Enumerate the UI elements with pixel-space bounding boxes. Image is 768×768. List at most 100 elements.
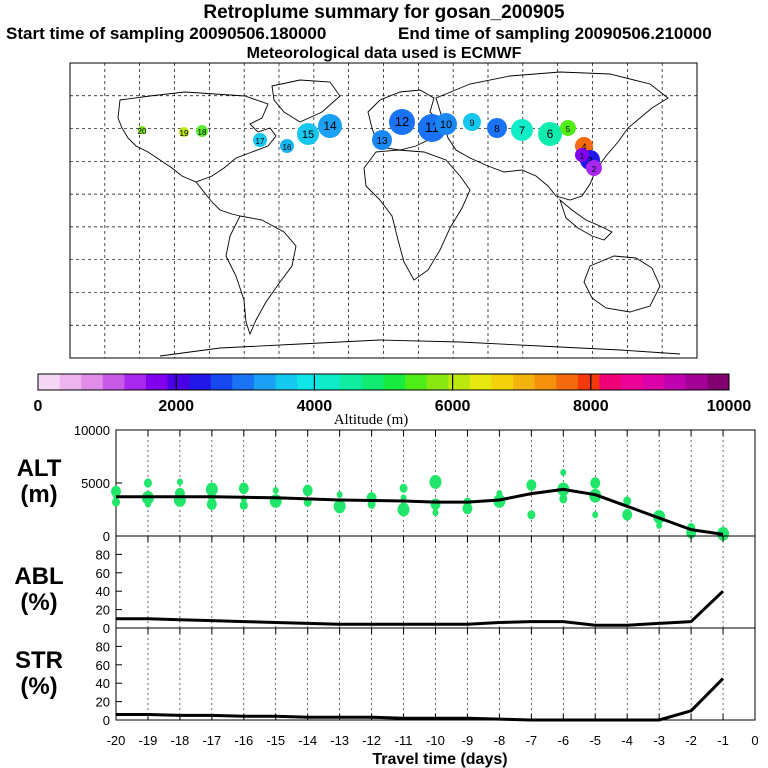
alt-scatter-point xyxy=(336,491,343,499)
plume-day-label: 5 xyxy=(566,125,571,134)
plume-marker xyxy=(280,139,294,153)
coastline-southeast-asia xyxy=(559,198,613,241)
colorbar-tick-label: 6000 xyxy=(435,398,471,415)
alt-scatter-point xyxy=(592,511,599,519)
x-axis-tick-label: -7 xyxy=(526,733,538,748)
colorbar-swatch xyxy=(513,374,536,390)
chart-title: Retroplume summary for gosan_200905 xyxy=(203,2,565,23)
alt-scatter-point xyxy=(527,510,536,520)
colorbar-swatch xyxy=(642,374,665,390)
alt-scatter-point xyxy=(656,521,663,529)
colorbar-swatch xyxy=(59,374,82,390)
plume-marker xyxy=(297,123,319,145)
x-axis-tick-label: -10 xyxy=(426,733,445,748)
coastline-africa xyxy=(363,149,471,281)
colorbar-swatch xyxy=(577,374,600,390)
plume-day-label: 1 xyxy=(580,152,585,161)
alt-scatter-point xyxy=(560,468,567,476)
alt-label-line1: ALT xyxy=(16,455,62,482)
alt-scatter-point xyxy=(302,484,313,497)
x-axis-tick-label: -4 xyxy=(621,733,633,748)
colorbar-swatch xyxy=(210,374,233,390)
end-sampling-text: End time of sampling 20090506.210000 xyxy=(398,24,712,43)
x-axis-tick-label: -8 xyxy=(494,733,506,748)
colorbar-swatch xyxy=(405,374,428,390)
plume-day-label: 4 xyxy=(581,142,586,152)
plume-day-label: 10 xyxy=(440,119,452,131)
start-sampling-text: Start time of sampling 20090506.180000 xyxy=(6,24,327,43)
colorbar-swatch xyxy=(81,374,104,390)
colorbar-swatch xyxy=(707,374,730,390)
plume-day-label: 13 xyxy=(376,136,388,147)
panel-y-tick-label: 20 xyxy=(96,695,110,710)
alt-scatter-point xyxy=(432,509,439,517)
colorbar-tick-label: 0 xyxy=(34,398,43,415)
coastline-south-america xyxy=(225,215,297,336)
plume-marker xyxy=(179,127,189,137)
alt-scatter-point xyxy=(496,490,503,498)
x-axis-tick-label: -11 xyxy=(395,733,413,748)
plume-day-label: 7 xyxy=(519,125,525,137)
panel-y-tick-label: 0 xyxy=(103,621,110,636)
colorbar-swatch xyxy=(102,374,125,390)
panel-y-tick-label: 60 xyxy=(96,658,110,673)
plume-day-label: 17 xyxy=(256,137,265,146)
colorbar-swatch xyxy=(448,374,471,390)
colorbar-swatch xyxy=(297,374,320,390)
plume-day-label: 8 xyxy=(494,124,500,135)
colorbar-swatch xyxy=(534,374,557,390)
panel-y-tick-label: 80 xyxy=(96,639,110,654)
alt-scatter-point xyxy=(430,498,441,510)
alt-scatter-point xyxy=(205,482,218,497)
plume-marker xyxy=(318,114,342,138)
plume-marker xyxy=(538,122,562,146)
panel-y-tick-label: 20 xyxy=(96,603,110,618)
colorbar-axis-label: Altitude (m) xyxy=(334,412,409,428)
alt-scatter-point xyxy=(239,500,248,510)
x-axis-tick-label: -20 xyxy=(107,733,126,748)
met-data-text: Meteorological data used is ECMWF xyxy=(246,45,522,62)
alt-scatter-point xyxy=(272,486,279,494)
alt-scatter-point xyxy=(399,483,408,493)
str-label-line1: STR xyxy=(15,647,63,674)
plume-marker xyxy=(575,148,589,162)
alt-scatter-point xyxy=(590,477,601,489)
plume-marker xyxy=(372,130,392,150)
str-panel-label: STR (%) xyxy=(4,648,74,700)
colorbar-swatch xyxy=(469,374,492,390)
plume-marker xyxy=(511,119,533,141)
plume-day-label: 2 xyxy=(592,165,597,174)
colorbar-swatch xyxy=(664,374,687,390)
x-axis-tick-label: -1 xyxy=(717,733,729,748)
colorbar-swatch xyxy=(189,374,212,390)
colorbar-swatch xyxy=(383,374,406,390)
colorbar-swatch xyxy=(145,374,169,390)
plume-marker xyxy=(560,120,576,136)
colorbar-swatch xyxy=(685,374,708,390)
panel-y-tick-label: 60 xyxy=(96,566,110,581)
plume-day-label: 18 xyxy=(198,128,207,137)
x-axis-tick-label: -16 xyxy=(234,733,253,748)
alt-scatter-point xyxy=(238,482,249,495)
colorbar-swatch xyxy=(556,374,579,390)
colorbar-swatch xyxy=(340,374,363,390)
plume-marker xyxy=(463,113,481,131)
x-axis-tick-label: -5 xyxy=(589,733,601,748)
colorbar-swatch xyxy=(361,374,384,390)
colorbar-swatch xyxy=(167,374,190,390)
alt-panel-label: ALT (m) xyxy=(4,456,74,508)
colorbar-swatch xyxy=(232,374,255,390)
alt-scatter-point xyxy=(111,485,121,498)
panel-y-tick-label: 10000 xyxy=(74,423,110,438)
alt-scatter-point xyxy=(623,496,632,506)
coastline-antarctica xyxy=(159,339,681,357)
colorbar-swatch xyxy=(599,374,622,390)
series-line-str xyxy=(116,677,725,722)
colorbar-swatch xyxy=(124,374,147,390)
panel-y-tick-label: 40 xyxy=(96,676,110,691)
colorbar-tick-label: 2000 xyxy=(158,398,194,415)
alt-scatter-point xyxy=(429,475,442,489)
alt-label-line2: (m) xyxy=(20,481,58,508)
colorbar-border xyxy=(37,373,730,391)
colorbar-swatch xyxy=(491,374,514,390)
